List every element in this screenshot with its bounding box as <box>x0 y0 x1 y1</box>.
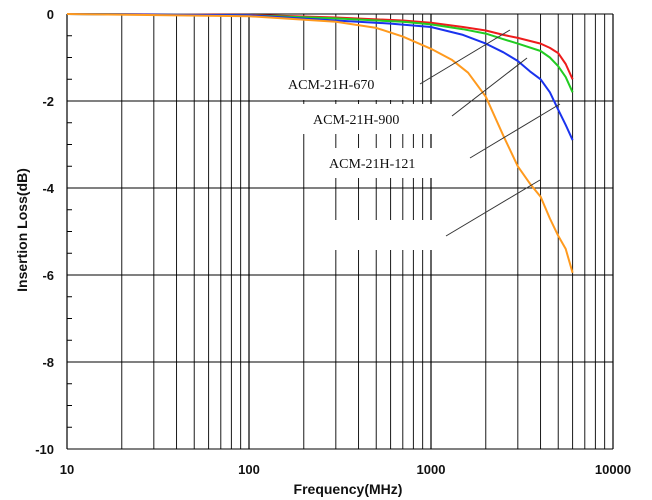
callout-box-3 <box>305 148 440 178</box>
series-line-2 <box>66 13 574 93</box>
callout-label-2: ACM-21H-900 <box>313 113 399 128</box>
leader-line-4 <box>445 179 541 237</box>
leader-line-1 <box>419 29 511 85</box>
callout-box-2 <box>295 104 440 134</box>
y-tick-label: -2 <box>42 94 54 109</box>
y-axis-title: Insertion Loss(dB) <box>14 168 30 292</box>
series-layer <box>66 13 574 274</box>
x-tick-label: 1000 <box>417 462 446 477</box>
y-tick-label: -10 <box>35 442 54 457</box>
y-tick-label: -8 <box>42 355 54 370</box>
x-tick-label: 10 <box>60 462 74 477</box>
x-axis-title: Frequency(MHz) <box>294 481 403 497</box>
series-line-3 <box>66 13 574 141</box>
callout-label-1: ACM-21H-670 <box>288 78 374 93</box>
series-line-4 <box>66 13 574 274</box>
y-tick-label: 0 <box>47 7 54 22</box>
x-tick-label: 100 <box>238 462 260 477</box>
tick-labels: 10 100 1000 10000 0 -2 -4 -6 -8 -10 <box>35 7 631 477</box>
x-tick-label: 10000 <box>595 462 631 477</box>
leader-line-2 <box>451 57 528 117</box>
callout-box-1 <box>268 70 413 100</box>
leader-line-3 <box>469 103 561 159</box>
callout-box-4 <box>305 220 440 250</box>
callout-leaders <box>419 29 561 237</box>
y-tick-label: -4 <box>42 181 54 196</box>
callout-label-3: ACM-21H-121 <box>329 157 415 172</box>
y-tick-label: -6 <box>42 268 54 283</box>
series-line-1 <box>66 13 574 80</box>
